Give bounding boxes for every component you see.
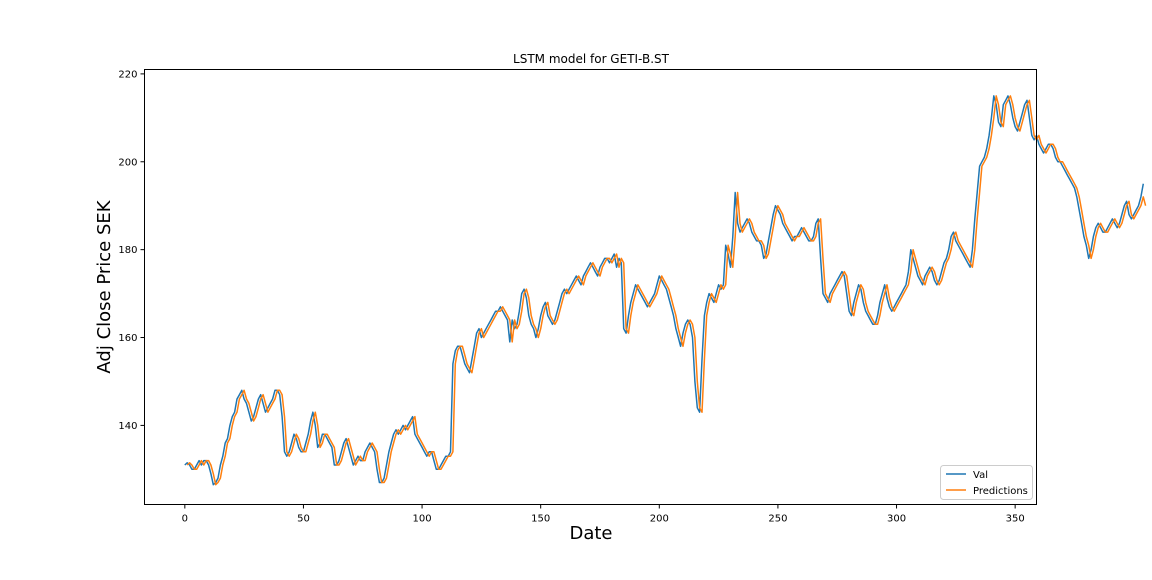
legend: Val Predictions [940, 465, 1033, 500]
series-line-val [184, 95, 1145, 486]
y-tick-label: 160 [118, 333, 137, 344]
x-tick-label: 300 [887, 514, 906, 525]
y-tick-label: 200 [118, 157, 137, 168]
x-tick-label: 50 [297, 514, 310, 525]
x-tick-label: 100 [413, 514, 432, 525]
plot-frame [144, 69, 1037, 505]
y-tick-label: 180 [118, 245, 137, 256]
y-tick-label: 220 [118, 69, 137, 80]
x-axis: 0 50 100 150 200 250 300 350 [182, 504, 1025, 525]
y-tick-label: 140 [118, 421, 137, 432]
x-tick-label: 200 [650, 514, 669, 525]
chart-title: LSTM model for GETI-B.ST [513, 52, 670, 66]
legend-label-predictions: Predictions [973, 486, 1028, 497]
y-axis: 140 160 180 200 220 [118, 69, 145, 432]
x-tick-label: 350 [1006, 514, 1025, 525]
y-axis-label: Adj Close Price SEK [94, 199, 115, 373]
x-tick-label: 250 [768, 514, 787, 525]
x-tick-label: 150 [531, 514, 550, 525]
series-line-predictions [186, 95, 1147, 486]
x-tick-label: 0 [182, 514, 188, 525]
x-axis-label: Date [569, 523, 612, 544]
plot-area [184, 95, 1147, 486]
legend-label-val: Val [973, 470, 988, 481]
